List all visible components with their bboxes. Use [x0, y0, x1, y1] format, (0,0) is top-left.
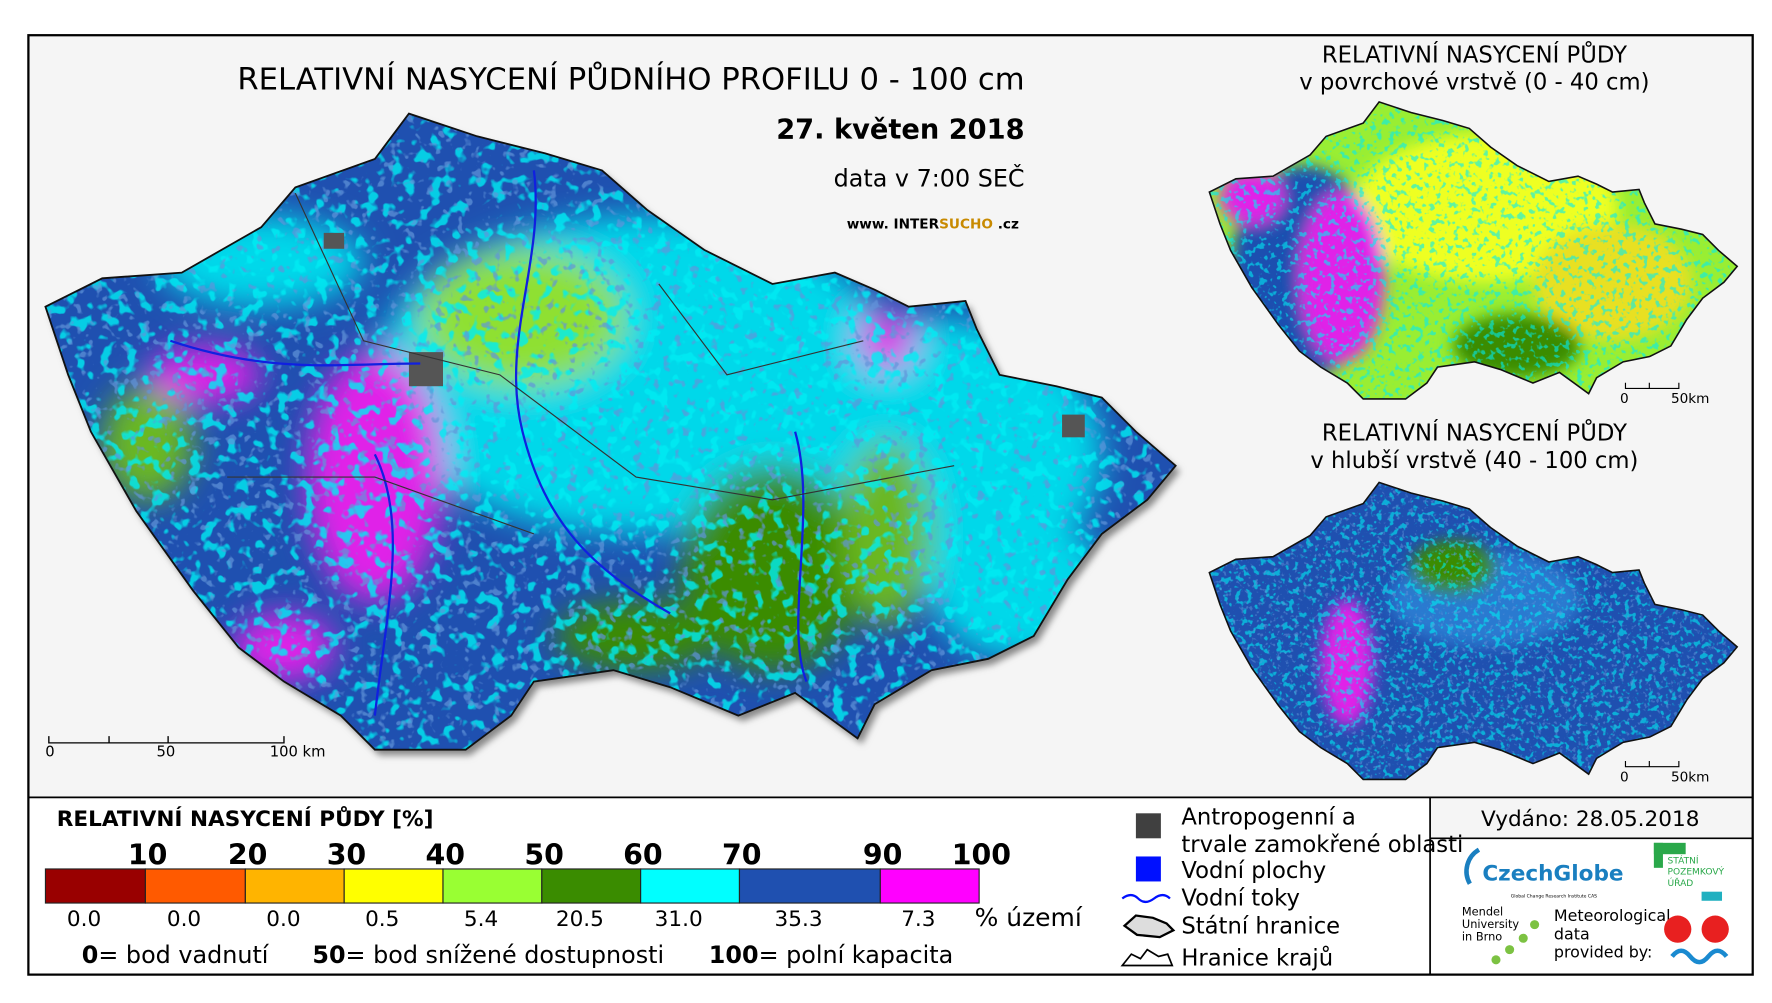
legend-title: RELATIVNÍ NASYCENÍ PŮDY [%]: [57, 806, 434, 832]
logo-mendel-line: Mendel: [1462, 905, 1503, 919]
legend-swatch: [442, 868, 543, 904]
legend-share: 7.3: [901, 907, 935, 932]
legend-note-value: 50: [312, 941, 345, 969]
scale-label: 0: [1620, 769, 1629, 785]
issued-date: Vydáno: 28.05.2018: [1481, 807, 1699, 832]
inset-title: v hlubší vrstvě (40 - 100 cm): [1310, 448, 1638, 474]
inset-title: v povrchové vrstvě (0 - 40 cm): [1299, 70, 1649, 96]
legend-note-text: = bod vadnutí: [98, 941, 269, 969]
scale-label: 100 km: [270, 744, 326, 761]
map-title: RELATIVNÍ NASYCENÍ PŮDNÍHO PROFILU 0 - 1…: [237, 61, 1024, 98]
legend-share: 5.4: [464, 907, 498, 932]
symbol-legend: Antropogenní a trvale zamokřené oblasti V…: [1120, 805, 1463, 972]
legend-share: 0.0: [266, 907, 300, 932]
scale-label: 0: [1620, 391, 1629, 407]
scale-label: 50: [156, 744, 175, 761]
legend-note-value: 100: [709, 941, 759, 969]
logo-panel: [1431, 839, 1752, 974]
map-date: 27. květen 2018: [776, 115, 1024, 146]
legend-note: 100= polní kapacita: [709, 941, 953, 969]
symbol-label: Státní hranice: [1181, 914, 1340, 940]
logo-mendel-line: in Brno: [1462, 930, 1502, 944]
legend-swatch: [144, 868, 246, 904]
website-part: .cz: [993, 216, 1019, 232]
legend-break: 50: [524, 838, 564, 871]
logo-czechglobe: CzechGlobe: [1482, 861, 1623, 886]
scale-label: 50km: [1671, 769, 1710, 785]
logo-meteo-line: provided by:: [1554, 943, 1653, 962]
map-time: data v 7:00 SEČ: [834, 164, 1025, 192]
legend-swatch: [44, 868, 146, 904]
legend-note-text: = bod snížené dostupnosti: [346, 941, 665, 969]
logo-spu-line: POZEMKOVÝ: [1667, 866, 1724, 878]
legend-break: 60: [623, 838, 663, 871]
logo-spu: STÁTNÍ POZEMKOVÝ ÚŘAD: [1667, 854, 1724, 889]
legend-swatch: [343, 868, 444, 904]
legend-notes: 0= bod vadnutí 50= bod snížené dostupnost…: [82, 941, 953, 969]
legend-break: 10: [128, 838, 167, 871]
legend-note-value: 0: [82, 941, 99, 969]
legend-swatch: [738, 868, 881, 904]
logo-mendel-line: University: [1462, 917, 1520, 931]
legend-bar: 0.0 10 0.0 20 0.0 30 0.5 40 5.4 50 20.5 60 31.0 70 35.…: [44, 838, 1011, 932]
legend-share: 20.5: [556, 907, 604, 932]
logos: CzechGlobe Global Change Research Instit…: [1462, 842, 1729, 965]
legend-share: 35.3: [775, 907, 823, 932]
scale-label: 0: [45, 744, 54, 761]
legend-swatch: [541, 868, 642, 904]
website: www. INTERSUCHO .cz: [847, 216, 1019, 232]
legend-swatch: [244, 868, 345, 904]
legend-share: 31.0: [655, 907, 703, 932]
legend-share: 0.0: [67, 907, 101, 932]
symbol-label: Hranice krajů: [1181, 945, 1333, 972]
logo-spu-line: STÁTNÍ: [1667, 854, 1698, 866]
symbol-label: Vodní plochy: [1181, 858, 1326, 884]
website-part: SUCHO: [939, 216, 993, 232]
legend-share: 0.5: [365, 907, 399, 932]
symbol-label-line: trvale zamokřené oblasti: [1181, 832, 1463, 858]
legend-share: 0.0: [167, 907, 201, 932]
legend-note-text: = polní kapacita: [759, 941, 954, 969]
legend-swatch: [879, 868, 980, 904]
symbol-label: Vodní toky: [1181, 885, 1300, 911]
legend-unit: % území: [975, 903, 1083, 932]
logo-meteo-line: data: [1554, 924, 1590, 943]
logo-meteo: Meteorological data provided by:: [1554, 906, 1671, 961]
logo-spu-line: ÚŘAD: [1667, 877, 1693, 889]
inset-title: RELATIVNÍ NASYCENÍ PŮDY: [1322, 418, 1627, 447]
symbol-label: Antropogenní a trvale zamokřené oblasti: [1181, 805, 1463, 858]
logo-meteo-line: Meteorological: [1554, 906, 1671, 925]
legend-break: 70: [722, 838, 762, 871]
legend-break: 40: [426, 838, 466, 871]
legend-break: 100: [952, 838, 1011, 871]
website-part: www. INTER: [847, 216, 940, 232]
legend-note: 50= bod snížené dostupnosti: [312, 941, 664, 969]
inset-title: RELATIVNÍ NASYCENÍ PŮDY: [1322, 39, 1627, 68]
logo-czechglobe-sub: Global Change Research Institute CAS: [1511, 893, 1597, 899]
scale-label: 50km: [1671, 391, 1710, 407]
legend-note: 0= bod vadnutí: [82, 941, 270, 969]
legend-break: 20: [228, 838, 268, 871]
legend-break: 90: [863, 838, 903, 871]
logo-mendel: Mendel University in Brno: [1462, 905, 1520, 944]
inset-scale: 0 50km 0 50km: [1620, 382, 1710, 785]
symbol-label-line: Antropogenní a: [1181, 805, 1355, 831]
legend-break: 30: [327, 838, 367, 871]
scale-bar: 0 50 100 km: [45, 736, 326, 761]
legend-swatch: [640, 868, 741, 904]
